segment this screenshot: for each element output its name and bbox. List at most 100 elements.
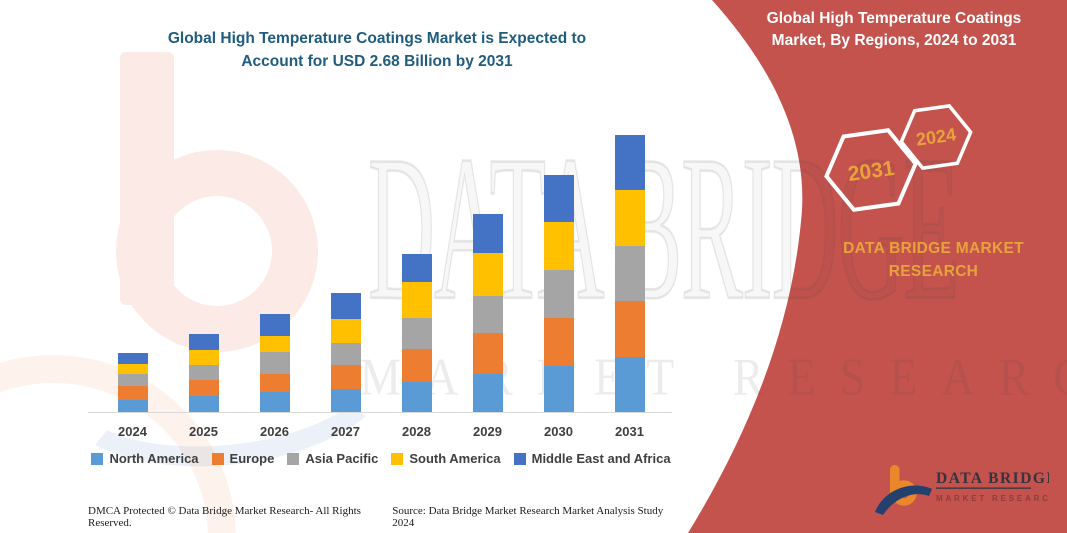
data-bridge-logo: DATA BRIDGE MARKET RESEARCH bbox=[875, 465, 1049, 515]
legend-label: Middle East and Africa bbox=[531, 451, 671, 466]
legend-swatch-icon bbox=[211, 452, 224, 465]
x-axis-label-2024: 2024 bbox=[118, 424, 147, 439]
chart-legend: North America Europe Asia Pacific South Ame… bbox=[90, 451, 672, 466]
bar-segment-asia-pacific bbox=[472, 296, 503, 334]
legend-swatch-icon bbox=[513, 452, 526, 465]
stacked-bar-2026 bbox=[259, 313, 290, 412]
stacked-bar-2024 bbox=[117, 353, 148, 412]
chart-title-line2: Account for USD 2.68 Billion by 2031 bbox=[241, 52, 513, 70]
logo-name-text: DATA BRIDGE bbox=[936, 470, 1049, 487]
bar-segment-middle-east-and-africa bbox=[188, 333, 219, 350]
legend-swatch-icon bbox=[287, 452, 300, 465]
bar-segment-south-america bbox=[259, 335, 290, 353]
legend-label: Asia Pacific bbox=[305, 451, 379, 466]
bar-segment-europe bbox=[117, 386, 148, 400]
x-axis-labels: 2024 2025 2026 2027 2028 2029 2030 2031 bbox=[90, 424, 672, 440]
legend-swatch-icon bbox=[91, 452, 104, 465]
bar-segment-south-america bbox=[543, 221, 574, 271]
stacked-bar-2025 bbox=[188, 333, 219, 412]
bar-segment-middle-east-and-africa bbox=[259, 313, 290, 336]
bar-segment-asia-pacific bbox=[401, 317, 432, 349]
x-axis-label-2028: 2028 bbox=[402, 424, 431, 439]
red-panel-shape bbox=[688, 0, 1067, 533]
bar-segment-asia-pacific bbox=[188, 364, 219, 380]
bar-segment-europe bbox=[472, 333, 503, 374]
x-axis-line bbox=[88, 412, 672, 413]
legend-item-north-america: North America bbox=[91, 451, 199, 466]
panel-heading-line1: Global High Temperature Coatings bbox=[766, 10, 1022, 27]
bar-segment-north-america bbox=[330, 389, 361, 412]
legend-label: North America bbox=[109, 451, 199, 466]
logo-underline bbox=[936, 487, 1031, 489]
legend-item-south-america: South America bbox=[391, 451, 501, 466]
stacked-bar-2031 bbox=[614, 135, 645, 412]
bar-segment-north-america bbox=[117, 399, 148, 412]
x-axis-label-2026: 2026 bbox=[260, 424, 289, 439]
x-axis-label-2029: 2029 bbox=[473, 424, 502, 439]
footer-source-text: Source: Data Bridge Market Research Mark… bbox=[392, 505, 664, 529]
logo-tagline-text: MARKET RESEARCH bbox=[936, 494, 1049, 503]
bar-segment-middle-east-and-africa bbox=[543, 175, 574, 222]
x-axis-label-2031: 2031 bbox=[615, 424, 644, 439]
bar-segment-asia-pacific bbox=[614, 245, 645, 302]
hexagon-badges: 2031 2024 bbox=[824, 103, 973, 212]
bar-segment-middle-east-and-africa bbox=[401, 253, 432, 282]
legend-label: Europe bbox=[229, 451, 275, 466]
bar-segment-asia-pacific bbox=[330, 342, 361, 365]
bar-segment-north-america bbox=[188, 395, 219, 412]
legend-swatch-icon bbox=[391, 452, 404, 465]
bar-segment-asia-pacific bbox=[543, 270, 574, 318]
bar-segment-europe bbox=[614, 301, 645, 358]
brand-text: DATA BRIDGE MARKET RESEARCH bbox=[806, 237, 1061, 283]
stacked-bar-2027 bbox=[330, 293, 361, 412]
x-axis-label-2030: 2030 bbox=[544, 424, 573, 439]
bar-segment-north-america bbox=[614, 357, 645, 412]
brand-text-line1: DATA BRIDGE MARKET bbox=[843, 240, 1024, 257]
stacked-bar-2029 bbox=[472, 213, 503, 412]
bar-segment-europe bbox=[401, 348, 432, 382]
bar-segment-middle-east-and-africa bbox=[614, 135, 645, 190]
footer: DMCA Protected © Data Bridge Market Rese… bbox=[88, 505, 674, 529]
bar-segment-asia-pacific bbox=[117, 373, 148, 387]
bar-segment-south-america bbox=[401, 281, 432, 318]
footer-dmca-text: DMCA Protected © Data Bridge Market Rese… bbox=[88, 505, 361, 529]
x-axis-label-2027: 2027 bbox=[331, 424, 360, 439]
bar-segment-south-america bbox=[330, 319, 361, 343]
hexagon-2024-icon: 2024 bbox=[899, 103, 973, 171]
bar-segment-north-america bbox=[543, 365, 574, 412]
stacked-bar-2030 bbox=[543, 175, 574, 412]
legend-label: South America bbox=[409, 451, 501, 466]
bar-segment-europe bbox=[543, 317, 574, 366]
bar-segment-europe bbox=[259, 373, 290, 393]
legend-item-asia-pacific: Asia Pacific bbox=[287, 451, 378, 466]
hexagon-2024-label: 2024 bbox=[915, 124, 957, 149]
bar-segment-middle-east-and-africa bbox=[472, 213, 503, 253]
chart-title-line1: Global High Temperature Coatings Market … bbox=[167, 30, 587, 47]
bar-segment-middle-east-and-africa bbox=[330, 293, 361, 320]
bar-segment-europe bbox=[188, 380, 219, 396]
bar-segment-europe bbox=[330, 364, 361, 390]
chart-title: Global High Temperature Coatings Market … bbox=[92, 28, 662, 73]
bar-segment-north-america bbox=[401, 382, 432, 412]
bar-segment-south-america bbox=[614, 189, 645, 246]
bar-segment-north-america bbox=[259, 392, 290, 412]
panel-heading-line2: Market, By Regions, 2024 to 2031 bbox=[771, 32, 1017, 49]
bar-segment-south-america bbox=[117, 363, 148, 374]
hexagon-2031-label: 2031 bbox=[846, 157, 896, 186]
bar-segment-north-america bbox=[472, 373, 503, 412]
bar-segment-middle-east-and-africa bbox=[117, 353, 148, 364]
stacked-bar-2028 bbox=[401, 253, 432, 412]
panel-heading: Global High Temperature Coatings Market,… bbox=[744, 8, 1044, 52]
bar-segment-asia-pacific bbox=[259, 352, 290, 374]
x-axis-label-2025: 2025 bbox=[189, 424, 218, 439]
brand-text-line2: RESEARCH bbox=[888, 263, 979, 280]
legend-item-europe: Europe bbox=[211, 451, 275, 466]
bar-segment-south-america bbox=[472, 252, 503, 297]
hexagon-2031-icon: 2031 bbox=[824, 128, 918, 212]
bar-segment-south-america bbox=[188, 350, 219, 365]
bar-chart-plot-area bbox=[90, 120, 672, 412]
logo-swoosh-icon bbox=[875, 485, 932, 515]
legend-item-middle-east-and-africa: Middle East and Africa bbox=[513, 451, 671, 466]
